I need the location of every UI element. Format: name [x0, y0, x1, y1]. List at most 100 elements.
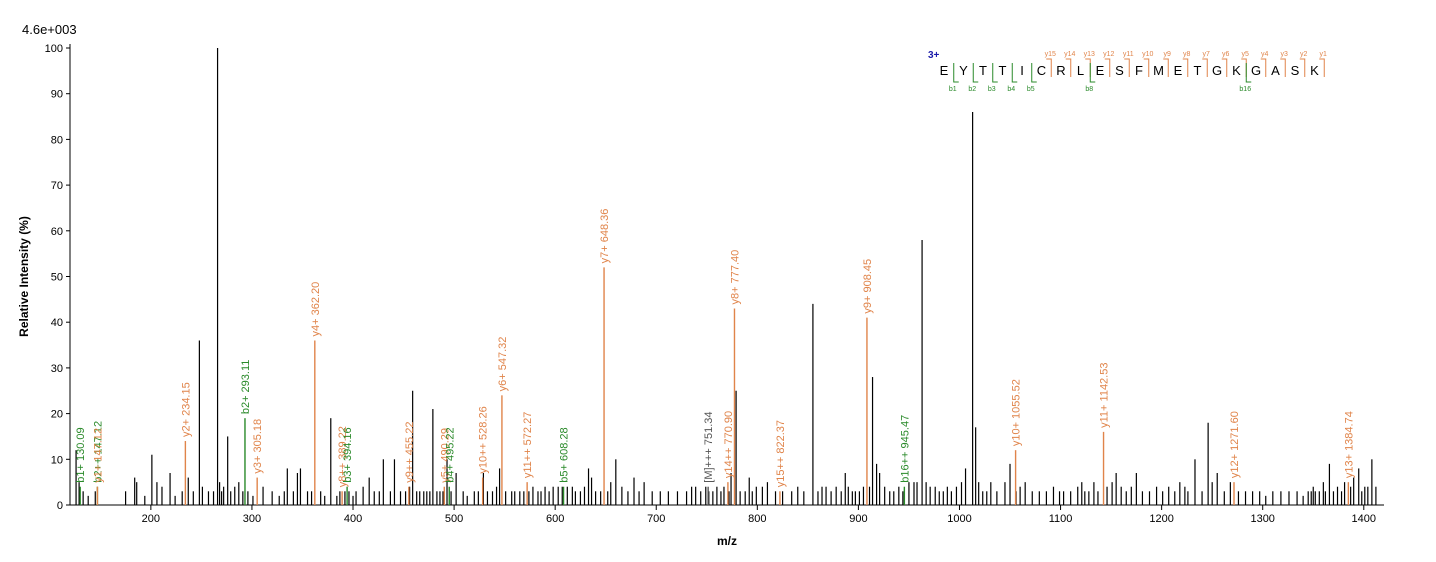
residue: T — [1194, 63, 1202, 78]
b-cleavage-mark — [992, 63, 998, 83]
y-marker: y14 — [1064, 51, 1075, 58]
peak-label-y: y10++ 528.26 — [478, 406, 490, 473]
y-marker: y1 — [1320, 51, 1328, 58]
residue: F — [1135, 63, 1143, 78]
residue: E — [1174, 63, 1183, 78]
y-cleavage-mark — [1299, 58, 1306, 77]
x-tick-label: 800 — [748, 513, 766, 525]
x-tick-label: 1400 — [1352, 513, 1376, 525]
y-marker: y13 — [1084, 51, 1095, 58]
residue: K — [1310, 63, 1319, 78]
residue: L — [1077, 63, 1084, 78]
residue: G — [1251, 63, 1261, 78]
y-marker: y12 — [1103, 51, 1114, 58]
y-cleavage-mark — [1280, 58, 1286, 77]
y-tick-label: 40 — [51, 317, 63, 329]
peak-label-y: y8++ 389.22 — [337, 426, 349, 487]
b-cleavage-mark — [1011, 63, 1018, 83]
residue: C — [1037, 63, 1046, 78]
y-tick-label: 30 — [51, 363, 63, 375]
peak-label-y: y1+ 147.12 — [92, 428, 104, 483]
peak-label-y: y8+ 777.40 — [729, 250, 741, 305]
peak-label-y: y5+ 490.29 — [439, 428, 451, 483]
peak-label-b: b2++ 147.12 — [92, 421, 104, 483]
y-cleavage-mark — [1124, 58, 1130, 77]
b-cleavage-mark — [1245, 63, 1252, 83]
residue: E — [940, 63, 949, 78]
y-cleavage-mark — [1065, 58, 1072, 77]
b-cleavage-mark — [1031, 63, 1037, 83]
y-tick-label: 20 — [51, 409, 63, 421]
y-marker: y3 — [1281, 51, 1289, 58]
y-axis-label: Relative Intensity (%) — [17, 216, 31, 337]
y-tick-label: 70 — [51, 180, 63, 192]
peak-label-y: y11++ 572.27 — [522, 412, 534, 478]
y-cleavage-mark — [1085, 58, 1091, 77]
y-cleavage-mark — [1319, 58, 1325, 77]
y-marker: y2 — [1300, 51, 1308, 58]
peak-label-y: y9++ 455.22 — [404, 422, 416, 483]
b-marker: b1 — [949, 86, 957, 93]
y-cleavage-mark — [1163, 58, 1169, 77]
peak-label-y: y9+ 908.45 — [862, 259, 874, 314]
x-tick-label: 200 — [142, 513, 160, 525]
y-cleavage-mark — [1143, 58, 1150, 77]
x-tick-label: 600 — [546, 513, 564, 525]
residue: K — [1232, 63, 1241, 78]
b-marker: b4 — [1007, 86, 1015, 93]
y-tick-label: 80 — [51, 134, 63, 146]
residue: E — [1096, 63, 1105, 78]
y-marker: y8 — [1183, 51, 1191, 58]
peak-label-y: y4+ 362.20 — [310, 282, 322, 337]
peak-label-b: b1+ 130.09 — [75, 427, 87, 482]
y-cleavage-mark — [1104, 58, 1111, 77]
y-tick-label: 90 — [51, 89, 63, 101]
x-tick-label: 500 — [445, 513, 463, 525]
y-cleavage-mark — [1202, 58, 1208, 77]
peak-label-y: y11+ 1142.53 — [1099, 363, 1111, 428]
y-marker: y15 — [1045, 51, 1056, 58]
b-cleavage-mark — [1089, 63, 1096, 83]
y-marker: y7 — [1203, 51, 1211, 58]
y-tick-label: 0 — [57, 500, 63, 512]
residue: I — [1020, 63, 1024, 78]
residue: G — [1212, 63, 1222, 78]
residue: R — [1056, 63, 1065, 78]
y-marker: y5 — [1242, 51, 1250, 58]
b-marker: b16 — [1239, 86, 1251, 93]
peak-label-y: y13+ 1384.74 — [1343, 411, 1355, 478]
y-marker: y4 — [1261, 51, 1269, 58]
y-marker: y11 — [1123, 51, 1134, 58]
peak-label-y: y10+ 1055.52 — [1011, 379, 1023, 446]
peak-label-y: y6+ 547.32 — [497, 337, 509, 392]
x-tick-label: 300 — [243, 513, 261, 525]
residue: A — [1271, 63, 1280, 78]
peak-label-y: y14++ 770.90 — [723, 411, 735, 478]
peak-label-y: y7+ 648.36 — [599, 209, 611, 264]
x-tick-label: 1200 — [1149, 513, 1173, 525]
peak-label-precursor: [M]+++ 751.34 — [703, 411, 715, 482]
peak-label-b: b5+ 608.28 — [559, 427, 571, 482]
y-tick-label: 100 — [45, 43, 63, 55]
y-cleavage-mark — [1046, 58, 1052, 77]
y-tick-label: 10 — [51, 454, 63, 466]
y-tick-label: 50 — [51, 272, 63, 284]
peak-label-b: b2+ 293.11 — [240, 360, 252, 415]
x-tick-label: 900 — [849, 513, 867, 525]
b-marker: b3 — [988, 86, 996, 93]
peak-label-y: y12+ 1271.60 — [1229, 411, 1241, 478]
x-tick-label: 1000 — [947, 513, 971, 525]
peak-label-y: y15++ 822.37 — [775, 420, 787, 487]
b-cleavage-mark — [972, 63, 979, 83]
peak-label-b: b16++ 945.47 — [899, 415, 911, 483]
y-marker: y10 — [1142, 51, 1153, 58]
x-tick-label: 400 — [344, 513, 362, 525]
x-tick-label: 1300 — [1250, 513, 1274, 525]
y-tick-label: 60 — [51, 226, 63, 238]
y-marker: y9 — [1164, 51, 1172, 58]
residue: Y — [959, 63, 968, 78]
b-marker: b8 — [1085, 86, 1093, 93]
b-cleavage-mark — [953, 63, 959, 83]
residue: T — [999, 63, 1007, 78]
